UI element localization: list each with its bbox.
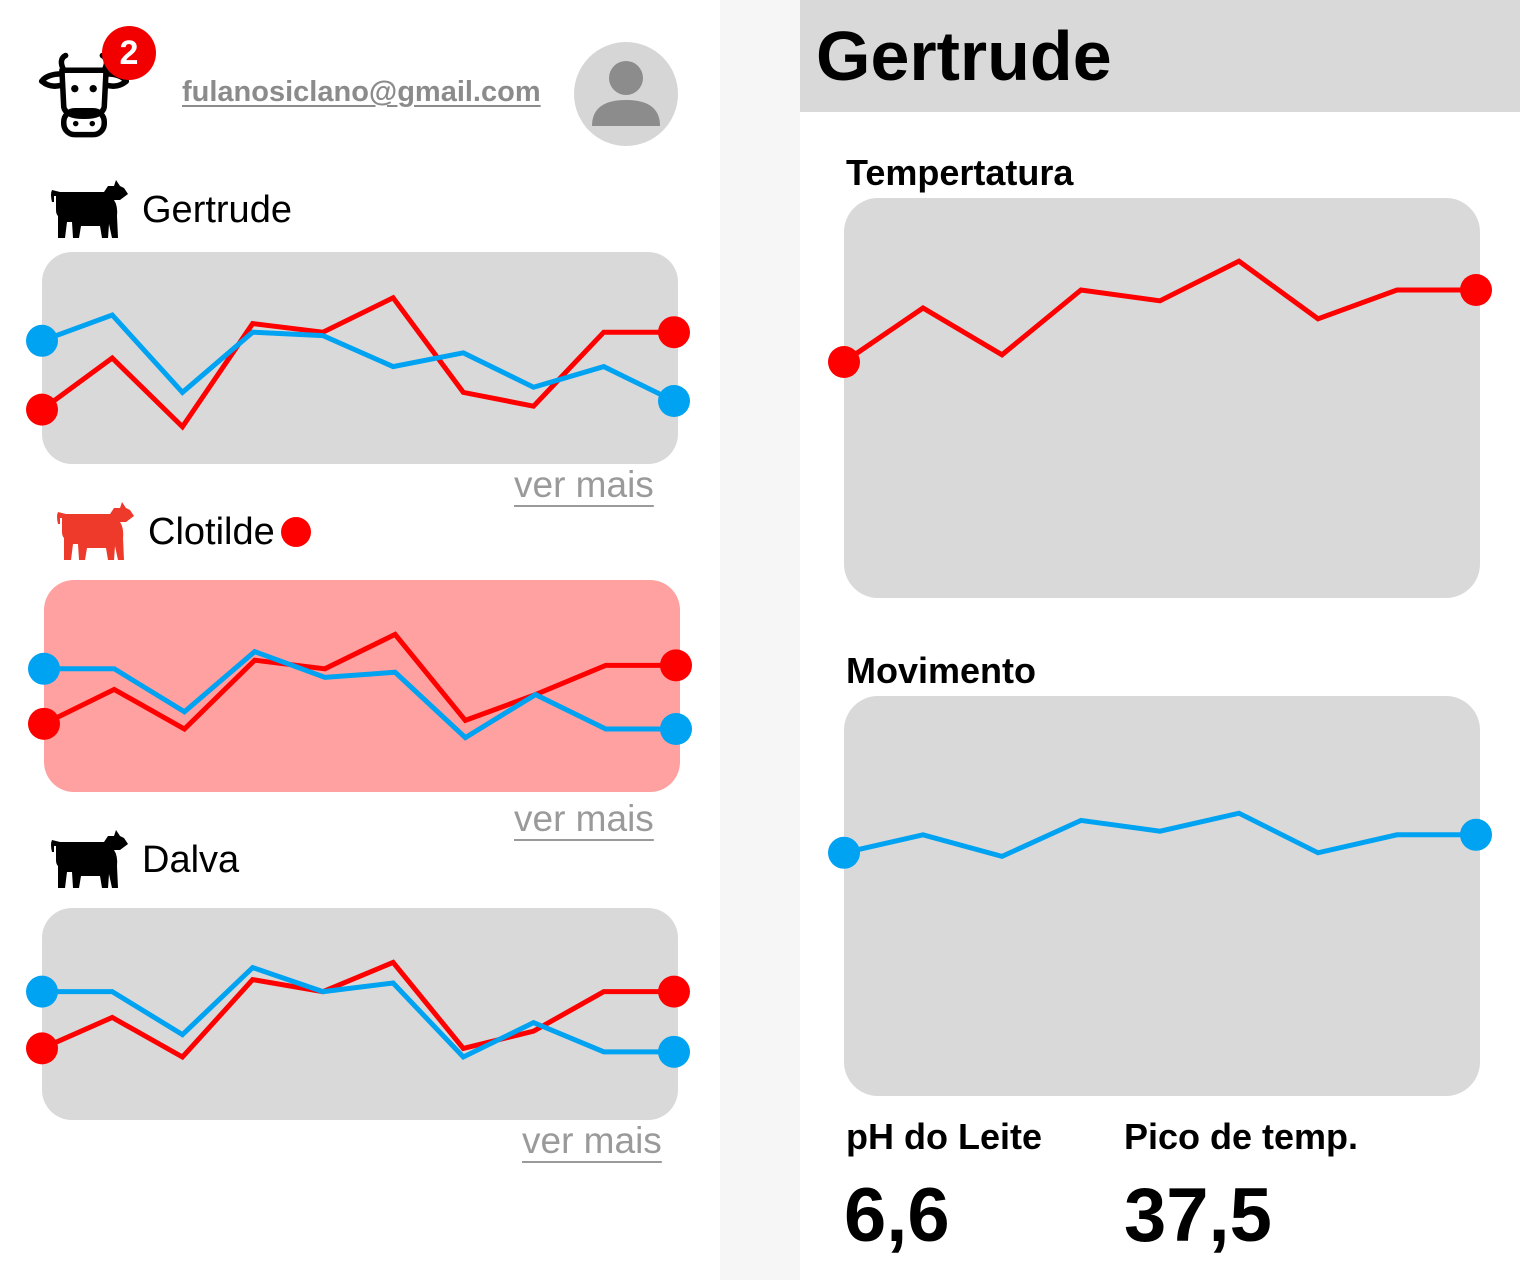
alert-indicator [280,517,311,547]
milk-ph-value: 6,6 [844,1173,950,1258]
movement-line [42,964,674,1061]
animal-sparkline-2 [28,631,692,745]
movement-line [41,312,676,404]
movement-end-point [1460,818,1492,851]
movement-start-point [28,652,60,685]
movement-start-point [26,324,58,357]
animal-name[interactable]: Clotilde [148,510,275,553]
movement-label: Movimento [846,650,1037,691]
pane-divider [720,0,800,1280]
ver-mais-link-1[interactable]: ver mais [514,464,654,505]
cow-icon-alert [57,502,134,560]
user-email-link[interactable]: fulanosiclano@gmail.com [182,76,541,108]
temperature-line [40,959,674,1061]
temperature-start-point [828,346,860,378]
movement-start-point [26,975,58,1008]
movement-end-point [658,1035,690,1068]
temperature-line [40,294,674,431]
ver-mais-link-2[interactable]: ver mais [514,798,654,839]
temperature-chart [828,258,1492,378]
animal-sparkline-1 [26,294,690,431]
temperature-end-point [658,316,690,349]
notification-badge[interactable]: 2 [102,26,156,80]
movement-end-point [660,713,692,745]
temperature-end-point [660,649,692,682]
animal-name[interactable]: Gertrude [142,188,292,231]
movement-end-point [658,385,690,417]
ver-mais-link-3[interactable]: ver mais [522,1120,662,1161]
peak-temp-label: Pico de temp. [1124,1116,1359,1157]
detail-header-bar [800,0,1520,112]
cow-icon [51,830,128,888]
cow-icon [51,180,128,238]
temperature-start-point [28,707,60,740]
temperature-chart-card [844,198,1480,598]
animal-sparkline-3 [26,959,690,1068]
movement-line [843,810,1476,860]
temperature-end-point [1460,274,1492,306]
movement-start-point [828,836,860,869]
temperature-line [42,631,676,733]
animal-header-1: Gertrude [48,180,292,240]
temperature-start-point [26,393,58,426]
movement-chart [828,810,1492,869]
temperature-label: Tempertatura [846,152,1074,193]
user-avatar-icon[interactable] [574,42,678,146]
temperature-line [842,258,1476,365]
animal-name[interactable]: Dalva [142,838,240,881]
movement-chart-card [844,696,1480,1096]
temperature-start-point [26,1032,58,1065]
animal-header-2: Clotilde [54,502,311,562]
movement-line [44,648,676,741]
animal-chart-card-2[interactable] [44,580,680,792]
detail-title: Gertrude [816,17,1112,95]
peak-temp-value: 37,5 [1124,1173,1272,1258]
milk-ph-label: pH do Leite [846,1116,1042,1157]
animal-header-3: Dalva [48,830,239,890]
temperature-end-point [658,975,690,1008]
